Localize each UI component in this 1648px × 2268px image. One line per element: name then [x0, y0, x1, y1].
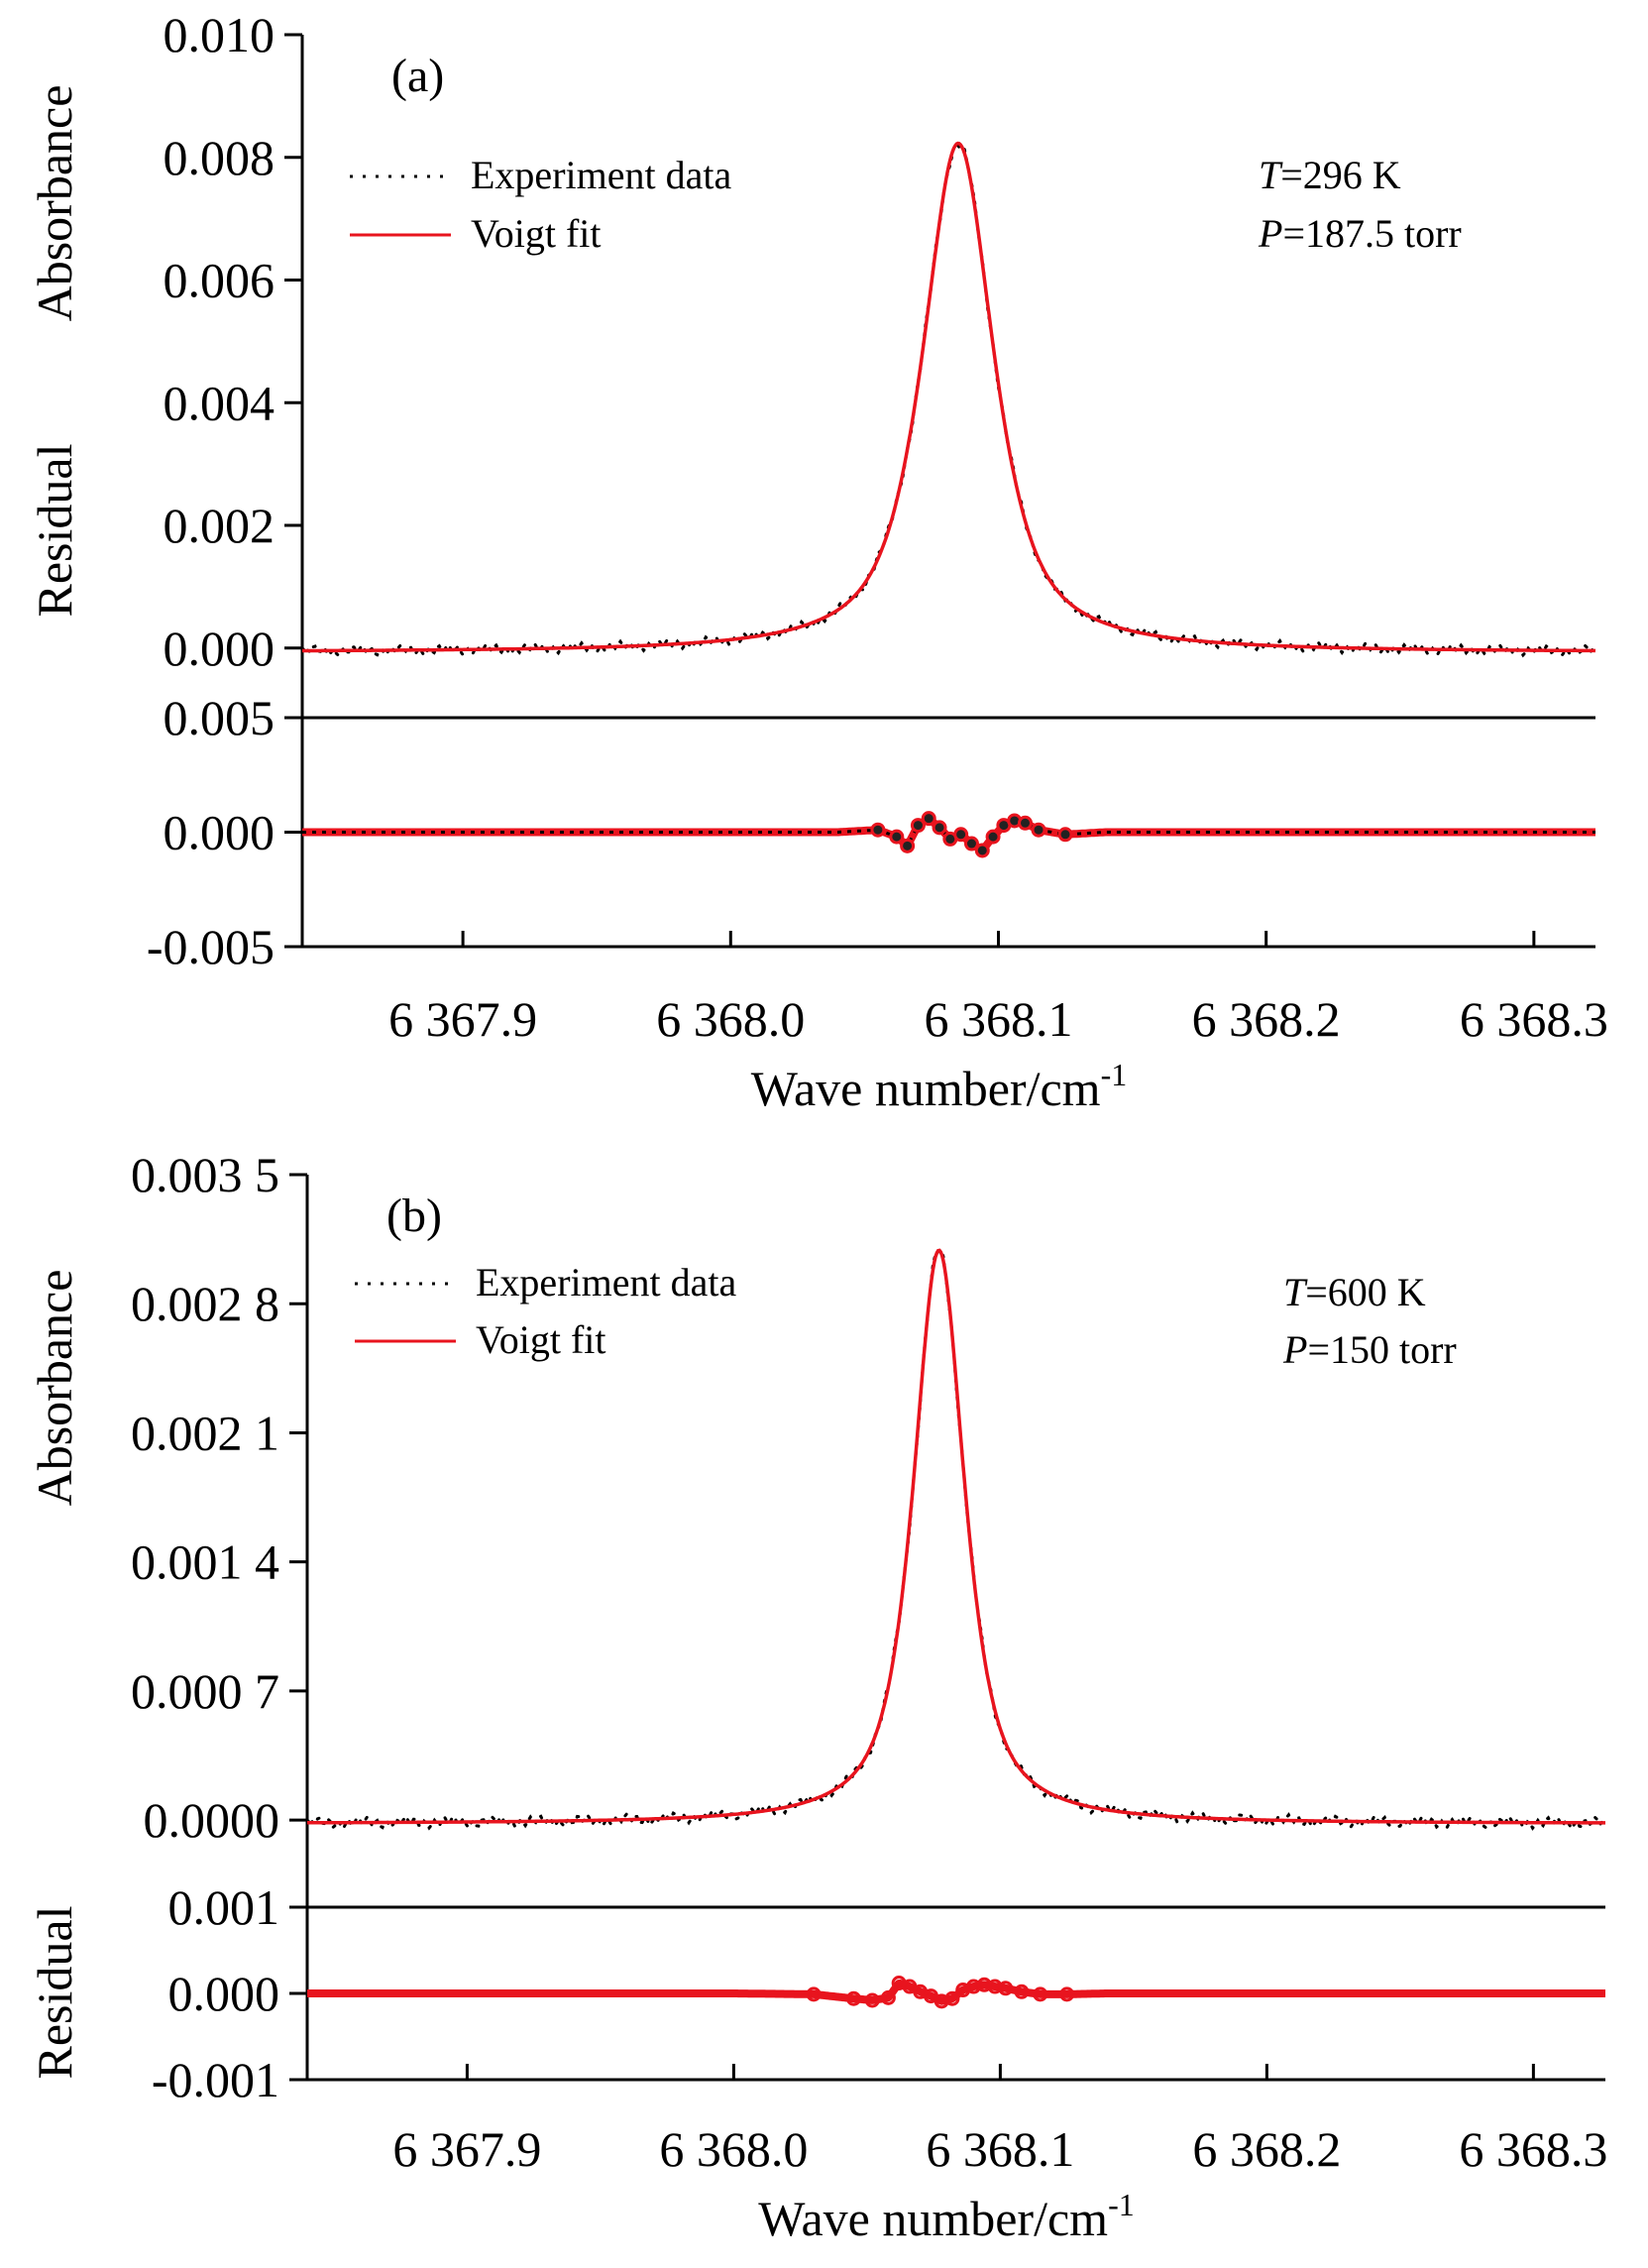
x-tick-label: 6 368.0 — [659, 2121, 808, 2177]
panel-a: 0.000 0.002 0.004 0.006 0.008 0.010 -0.005 0.00… — [27, 7, 1608, 1116]
residual-point — [864, 1992, 880, 2008]
residual-point — [974, 843, 990, 858]
residual-tick-label: -0.005 — [147, 919, 275, 974]
residual-point — [1033, 1986, 1048, 2002]
residual-point — [910, 818, 926, 834]
residual-point — [845, 1990, 861, 2006]
residual-tick-label: 0.000 — [164, 805, 275, 860]
x-tick-label: 6 368.1 — [926, 2121, 1074, 2177]
x-tick-label: 6 367.9 — [388, 991, 537, 1047]
x-tick-label: 6 368.3 — [1459, 2121, 1607, 2177]
residual-point — [806, 1986, 822, 2002]
residual-point — [1014, 1984, 1030, 1999]
residual-point — [921, 811, 936, 827]
absorbance-axis-title: Absorbance — [27, 85, 82, 322]
residual-point — [985, 829, 1001, 845]
voigt-fit-series — [302, 141, 1596, 653]
absorbance-tick-label: 0.010 — [164, 7, 275, 62]
residual-axis-title: Residual — [27, 444, 82, 618]
absorbance-tick-label: 0.003 5 — [131, 1147, 279, 1202]
absorbance-tick-label: 0.006 — [164, 253, 275, 308]
residual-point — [944, 1990, 960, 2006]
absorbance-tick-label: 0.002 1 — [131, 1405, 279, 1460]
x-tick-label: 6 368.1 — [924, 991, 1072, 1047]
legend: Experiment data Voigt fit — [350, 153, 731, 256]
residual-point — [900, 838, 916, 853]
x-axis-title: Wave number/cm-1 — [751, 1057, 1127, 1116]
residual-point — [870, 822, 886, 838]
legend-label: Experiment data — [471, 153, 731, 197]
absorbance-tick-label: 0.008 — [164, 130, 275, 185]
absorbance-tick-label: 0.000 7 — [131, 1663, 279, 1719]
residual-point — [998, 1981, 1014, 1996]
residual-point — [953, 827, 969, 843]
legend-label: Voigt fit — [476, 1317, 606, 1362]
x-tick-label: 6 368.2 — [1192, 991, 1341, 1047]
absorbance-tick-label: 0.0000 — [144, 1792, 280, 1848]
absorbance-axis-title: Absorbance — [27, 1270, 82, 1507]
x-tick-label: 6 367.9 — [392, 2121, 541, 2177]
residual-tick-label: 0.000 — [168, 1966, 280, 2021]
absorbance-tick-label: 0.001 4 — [131, 1534, 279, 1590]
panel-label: (a) — [391, 50, 444, 102]
x-axis-title: Wave number/cm-1 — [758, 2187, 1134, 2246]
residual-point — [1057, 827, 1073, 843]
voigt-fit-series — [307, 1248, 1605, 1825]
absorbance-tick-label: 0.000 — [164, 621, 275, 676]
condition-text: T=600 K — [1283, 1270, 1426, 1314]
residual-tick-label: 0.005 — [164, 690, 275, 745]
absorbance-tick-label: 0.002 8 — [131, 1276, 279, 1331]
condition-text: P=187.5 torr — [1258, 211, 1462, 256]
residual-point — [963, 836, 979, 851]
residual-tick-label: -0.001 — [152, 2052, 279, 2107]
x-tick-label: 6 368.0 — [656, 991, 805, 1047]
residual-tick-label: 0.001 — [168, 1879, 280, 1935]
panel-b: 0.0000 0.000 7 0.001 4 0.002 1 0.002 8 0.003 … — [27, 1147, 1608, 2246]
absorbance-tick-label: 0.002 — [164, 498, 275, 553]
residual-point — [880, 1989, 896, 2005]
x-tick-label: 6 368.3 — [1460, 991, 1608, 1047]
legend-label: Experiment data — [476, 1260, 736, 1304]
absorbance-tick-label: 0.004 — [164, 375, 275, 430]
legend: Experiment data Voigt fit — [355, 1260, 736, 1362]
condition-text: P=150 torr — [1282, 1327, 1457, 1372]
panel-label: (b) — [386, 1190, 442, 1242]
residual-point — [1059, 1986, 1075, 2002]
x-tick-label: 6 368.2 — [1192, 2121, 1341, 2177]
legend-label: Voigt fit — [471, 211, 602, 256]
residual-point — [1018, 815, 1034, 831]
residual-point — [1031, 822, 1046, 838]
residual-point — [932, 820, 947, 836]
residual-point — [889, 829, 905, 845]
residual-axis-title: Residual — [27, 1906, 82, 2080]
condition-text: T=296 K — [1259, 153, 1401, 197]
